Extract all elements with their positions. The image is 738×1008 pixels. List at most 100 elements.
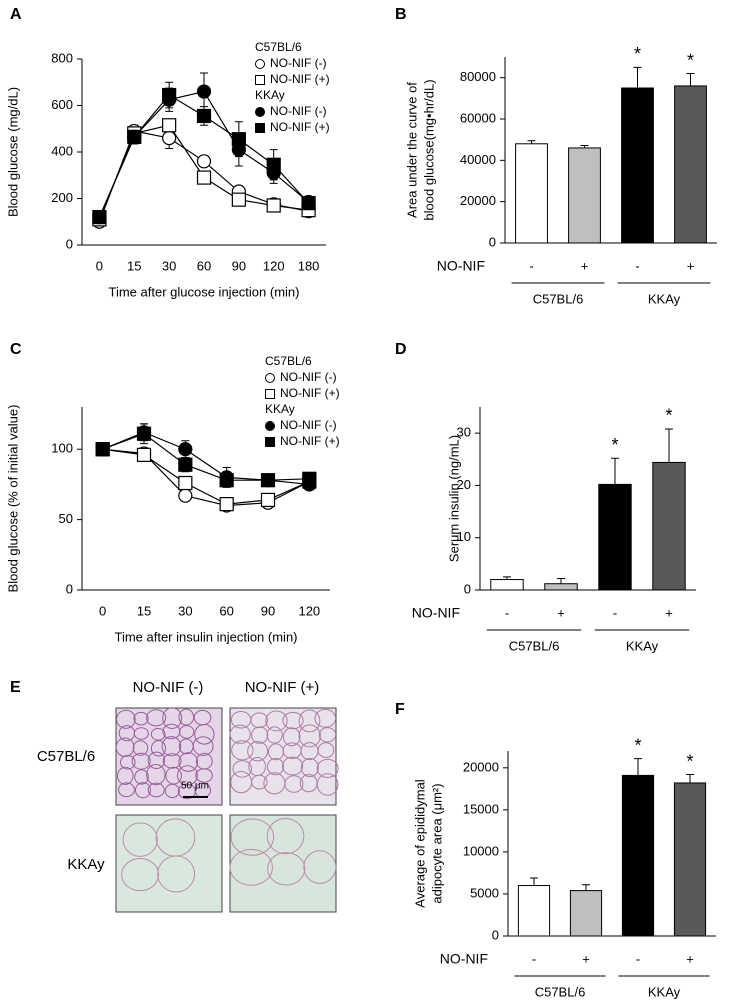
- cell: [116, 709, 136, 729]
- cell: [300, 757, 319, 778]
- x-row-title: NO-NIF: [440, 951, 488, 967]
- bar: [517, 885, 551, 937]
- x-tick-label: 60: [219, 603, 233, 618]
- panel-label: B: [395, 6, 407, 23]
- marker: [196, 170, 212, 185]
- y-tick-label: 20000: [460, 193, 496, 208]
- cell: [266, 758, 285, 776]
- x-tick-label: -: [636, 951, 640, 966]
- cell: [121, 857, 160, 892]
- legend-label: NO-NIF (+): [270, 72, 330, 86]
- significance: *: [634, 735, 641, 755]
- scale-bar-label: 50 µm: [181, 781, 209, 792]
- x-tick-label: 15: [137, 603, 151, 618]
- cell: [131, 752, 151, 770]
- error-bar: [611, 457, 619, 485]
- cell: [179, 725, 195, 739]
- group-label: C57BL/6: [535, 984, 586, 999]
- legend-label: NO-NIF (+): [270, 120, 330, 134]
- cell: [284, 775, 304, 793]
- cell: [147, 751, 166, 770]
- x-tick-label: -: [529, 258, 533, 273]
- x-tick-label: +: [581, 258, 589, 273]
- cell: [231, 740, 254, 761]
- significance: *: [611, 435, 618, 455]
- marker: [266, 157, 281, 172]
- cell: [314, 708, 337, 728]
- cell: [266, 726, 283, 744]
- cell: [195, 768, 213, 783]
- cell: [316, 758, 339, 778]
- cell: [119, 754, 136, 770]
- group-label: KKAy: [648, 291, 681, 306]
- y-tick-label: 0: [66, 236, 73, 251]
- cell: [132, 740, 149, 756]
- cell: [150, 740, 166, 757]
- bar: [515, 143, 548, 244]
- y-tick-label: 0: [66, 581, 73, 596]
- marker: [302, 471, 317, 486]
- y-tick-label: 600: [51, 97, 73, 112]
- x-tick-label: +: [582, 951, 590, 966]
- y-tick-label: 80000: [460, 69, 496, 84]
- marker: [162, 130, 177, 146]
- error-bar: [634, 758, 642, 776]
- x-tick-label: 0: [99, 603, 106, 618]
- panel-label: E: [10, 679, 21, 696]
- y-axis-label: Average of epididymal: [412, 779, 427, 908]
- cell: [318, 727, 337, 743]
- x-tick-label: 30: [178, 603, 192, 618]
- x-tick-label: 120: [263, 258, 285, 273]
- bar: [544, 583, 578, 591]
- legend-marker: [265, 437, 275, 447]
- cell: [146, 764, 166, 786]
- bar: [568, 147, 601, 244]
- row-title: C57BL/6: [37, 748, 95, 765]
- y-tick-label: 200: [51, 190, 73, 205]
- cell: [251, 726, 269, 744]
- x-tick-label: 180: [298, 258, 320, 273]
- x-row-title: NO-NIF: [412, 605, 460, 621]
- marker: [178, 457, 193, 472]
- y-tick-label: 20000: [463, 759, 499, 774]
- cell: [250, 712, 268, 729]
- marker: [92, 210, 107, 225]
- marker: [231, 192, 246, 207]
- group-label: C57BL/6: [509, 638, 560, 653]
- group-label: KKAy: [648, 984, 681, 999]
- micrographs: [115, 707, 339, 913]
- legend-group: C57BL/6: [255, 40, 302, 54]
- y-tick-label: 60000: [460, 110, 496, 125]
- bar: [598, 483, 632, 591]
- x-axis-label: Time after glucose injection (min): [109, 284, 300, 299]
- series-line: [102, 448, 310, 507]
- y-tick-label: 10000: [463, 843, 499, 858]
- legend-marker: [265, 421, 275, 431]
- cell: [266, 817, 305, 855]
- error-bar: [665, 428, 673, 463]
- x-tick-label: 30: [162, 258, 176, 273]
- marker: [260, 492, 276, 508]
- error-bar: [633, 66, 642, 88]
- marker: [196, 154, 212, 169]
- y-tick-label: 30: [457, 425, 471, 440]
- y-tick-label: 20: [457, 477, 471, 492]
- cell: [178, 752, 199, 772]
- cell: [178, 708, 195, 726]
- group-label: KKAy: [626, 638, 659, 653]
- y-tick-label: 5000: [470, 885, 499, 900]
- marker: [266, 198, 281, 213]
- marker: [219, 473, 234, 488]
- cell: [117, 766, 134, 785]
- legend-group: KKAy: [255, 88, 285, 102]
- series-line: [102, 433, 310, 481]
- cell: [164, 783, 180, 799]
- y-tick-label: 100: [51, 441, 73, 456]
- cell: [157, 855, 196, 893]
- bar: [621, 774, 655, 937]
- cell: [282, 727, 301, 747]
- x-tick-label: +: [557, 605, 565, 620]
- y-axis-label: Area under the curve of: [404, 82, 419, 218]
- significance: *: [686, 751, 693, 771]
- legend-label: NO-NIF (+): [280, 386, 340, 400]
